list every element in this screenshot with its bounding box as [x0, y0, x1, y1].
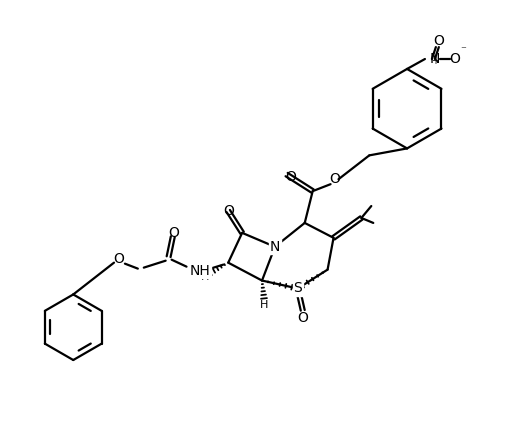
Text: O: O — [168, 226, 179, 240]
Text: O: O — [329, 172, 340, 186]
Text: S: S — [294, 282, 302, 296]
Text: O: O — [114, 252, 125, 266]
Text: O: O — [449, 52, 460, 66]
Text: N: N — [270, 240, 280, 254]
Text: O: O — [297, 311, 308, 325]
Text: H: H — [260, 300, 268, 310]
Text: NH: NH — [190, 264, 211, 278]
Text: ⁻: ⁻ — [460, 45, 466, 55]
Text: O: O — [286, 170, 296, 184]
Text: H: H — [201, 272, 210, 282]
Text: O: O — [433, 34, 444, 48]
Text: O: O — [223, 204, 234, 218]
Text: +: + — [431, 56, 439, 66]
Text: N: N — [430, 52, 440, 66]
